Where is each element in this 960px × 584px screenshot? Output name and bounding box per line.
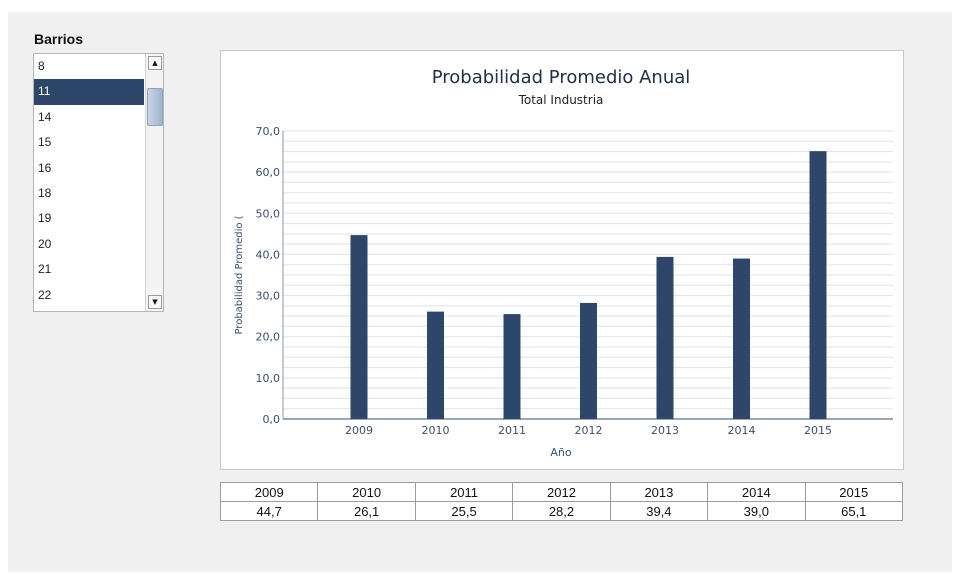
barrios-heading: Barrios: [34, 31, 84, 47]
y-tick-label: 0,0: [263, 413, 281, 426]
table-row-years: 2009 2010 2011 2012 2013 2014 2015: [219, 482, 904, 502]
table-cell-value: 26,1: [317, 501, 416, 521]
barrios-listbox[interactable]: 8 11 14 15 16 18 19 20 21 22 ▲ ▼: [33, 53, 164, 312]
bar: [350, 235, 368, 419]
y-tick-label: 50,0: [256, 207, 281, 220]
table-cell-value: 65,1: [804, 501, 904, 521]
list-item[interactable]: 20: [38, 236, 52, 251]
chart-subtitle: Total Industria: [518, 93, 604, 107]
x-tick-label: 2012: [575, 424, 603, 437]
bar: [809, 151, 827, 419]
table-cell-value: 44,7: [219, 501, 319, 521]
list-item[interactable]: 11: [34, 79, 144, 105]
table-cell-year: 2014: [707, 482, 806, 502]
x-tick-label: 2015: [804, 424, 832, 437]
bar: [427, 311, 444, 419]
scroll-down-button[interactable]: ▼: [148, 295, 162, 309]
list-item[interactable]: 8: [38, 59, 45, 73]
bar-chart: Probabilidad Promedio Anual Total Indust…: [234, 67, 893, 459]
table-cell-value: 39,0: [707, 501, 806, 521]
table-cell-year: 2009: [219, 482, 319, 502]
scroll-up-button[interactable]: ▲: [148, 56, 162, 70]
list-item[interactable]: 18: [38, 185, 52, 200]
triangle-up-icon: ▲: [152, 59, 158, 67]
y-tick-label: 40,0: [256, 248, 281, 261]
table-cell-value: 25,5: [414, 501, 514, 521]
x-tick-label: 2014: [728, 424, 756, 437]
triangle-down-icon: ▼: [152, 298, 158, 306]
x-tick-label: 2010: [422, 424, 450, 437]
x-tick-labels: 2009 2010 2011 2012 2013 2014 2015: [345, 424, 832, 437]
y-tick-labels: 0,0 10,0 20,0 30,0 40,0 50,0 60,0 70,0: [256, 125, 281, 426]
table-cell-value: 39,4: [609, 501, 709, 521]
x-tick-label: 2011: [498, 424, 526, 437]
list-item[interactable]: 22: [38, 287, 52, 302]
list-item[interactable]: 16: [38, 160, 52, 175]
x-tick-label: 2009: [345, 424, 373, 437]
y-tick-label: 10,0: [256, 372, 281, 385]
listbox-scrollbar[interactable]: ▲ ▼: [145, 54, 163, 311]
bar: [656, 256, 674, 419]
y-tick-label: 70,0: [256, 125, 281, 138]
data-table: 2009 2010 2011 2012 2013 2014 2015 44,7 26,1 25,…: [219, 482, 904, 521]
table-cell-year: 2013: [609, 482, 709, 502]
list-item[interactable]: 15: [38, 135, 52, 150]
table-cell-year: 2015: [804, 482, 904, 502]
chart-title: Probabilidad Promedio Anual: [432, 67, 691, 88]
list-item[interactable]: 14: [38, 109, 52, 124]
table-cell-year: 2012: [512, 482, 611, 502]
y-tick-label: 60,0: [256, 166, 281, 179]
y-tick-label: 20,0: [256, 331, 281, 344]
table-cell-value: 28,2: [512, 501, 611, 521]
bar: [580, 302, 597, 419]
x-tick-label: 2013: [651, 424, 679, 437]
bars: [350, 151, 827, 419]
table-cell-year: 2011: [414, 482, 514, 502]
bar: [733, 258, 750, 419]
bar: [503, 314, 521, 419]
y-tick-label: 30,0: [256, 290, 281, 303]
list-item[interactable]: 21: [38, 262, 52, 277]
table-row-values: 44,7 26,1 25,5 28,2 39,4 39,0 65,1: [219, 501, 904, 521]
scroll-thumb[interactable]: [147, 88, 163, 126]
table-cell-year: 2010: [317, 482, 416, 502]
list-item[interactable]: 19: [38, 211, 52, 226]
chart-panel: Probabilidad Promedio Anual Total Indust…: [220, 50, 904, 470]
y-axis-label: Probabilidad Promedio (: [234, 215, 245, 334]
barrios-list[interactable]: 8 11 14 15 16 18 19 20 21 22: [34, 54, 144, 311]
x-axis-label: Año: [550, 446, 571, 459]
